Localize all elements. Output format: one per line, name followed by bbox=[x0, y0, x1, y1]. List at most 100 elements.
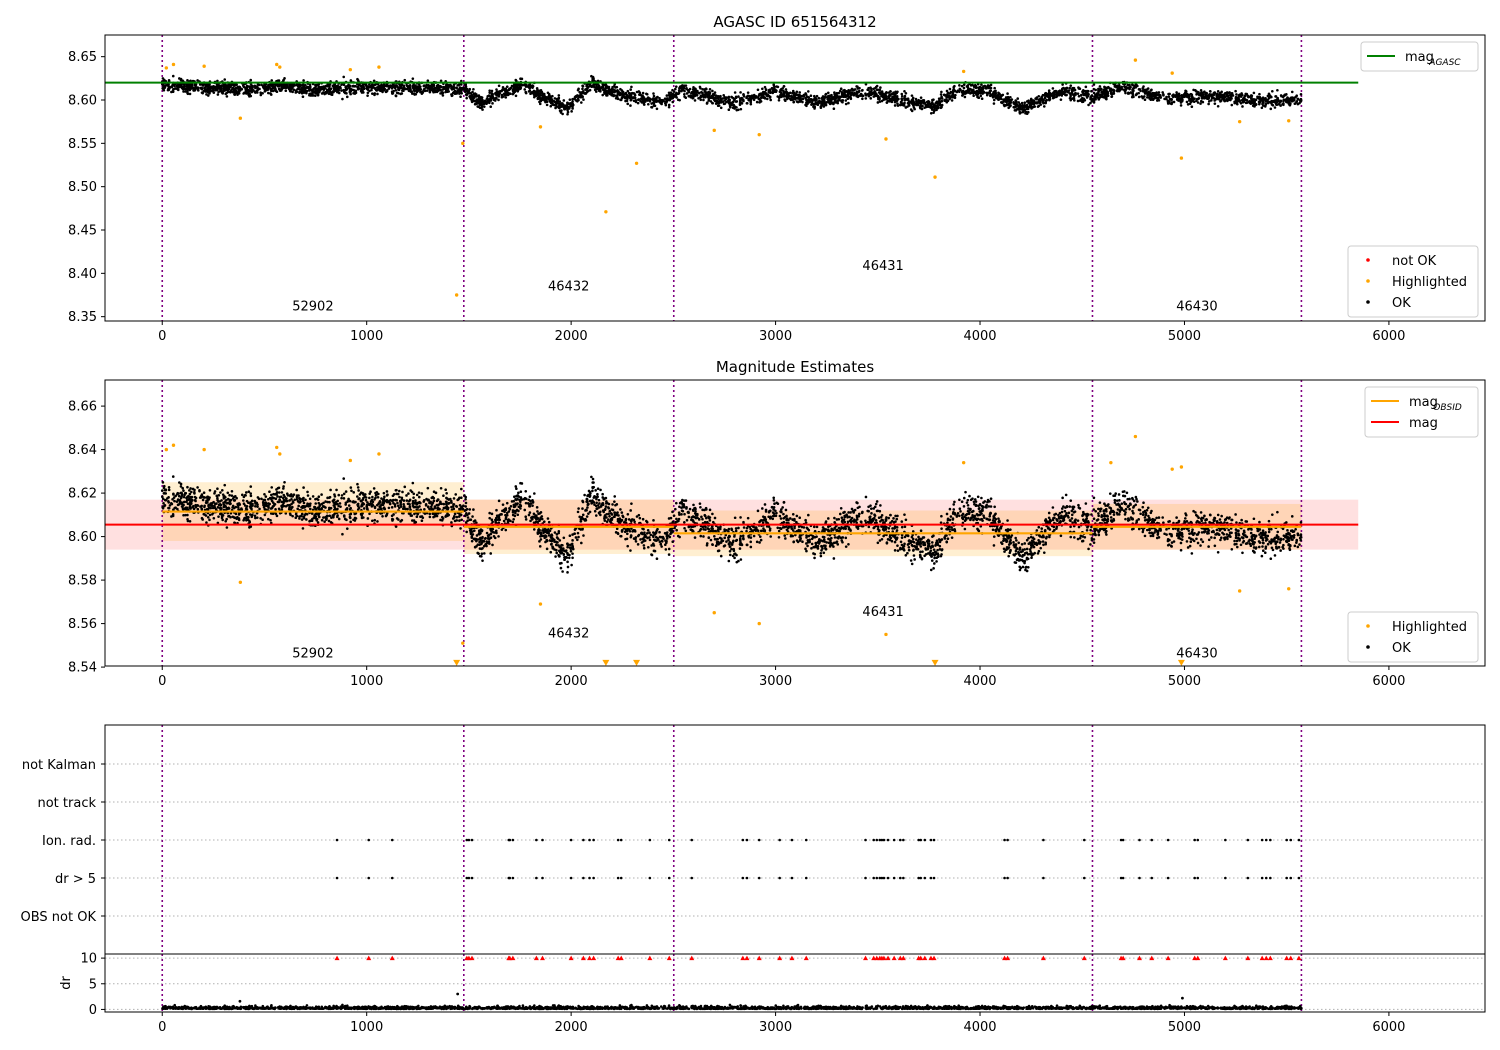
ok-point bbox=[1090, 89, 1093, 93]
ok-point bbox=[201, 91, 205, 95]
ok-point bbox=[406, 87, 409, 91]
ok-point bbox=[1021, 110, 1025, 114]
ok-point bbox=[727, 101, 731, 105]
ok-point bbox=[292, 88, 296, 92]
ok-point bbox=[280, 86, 283, 90]
ok-point bbox=[919, 104, 922, 108]
ok-point bbox=[658, 100, 662, 104]
ok-point bbox=[937, 99, 941, 103]
ok-point bbox=[1206, 95, 1209, 99]
ok-point bbox=[646, 96, 650, 99]
ok-point bbox=[1137, 88, 1141, 91]
ok-point bbox=[1177, 99, 1180, 102]
ok-point bbox=[876, 88, 880, 92]
ok-point bbox=[382, 491, 386, 495]
ok-point bbox=[179, 78, 183, 82]
ok-point bbox=[791, 89, 795, 93]
ok-point bbox=[488, 511, 491, 515]
ok-point bbox=[756, 96, 760, 99]
ok-point bbox=[1007, 106, 1010, 110]
ok-point bbox=[219, 85, 222, 89]
ok-point bbox=[652, 94, 656, 98]
ok-point bbox=[903, 94, 907, 98]
ok-point bbox=[1108, 89, 1112, 93]
ok-point bbox=[472, 92, 476, 96]
ok-point bbox=[328, 88, 332, 92]
ok-point bbox=[938, 103, 942, 107]
ok-point bbox=[1271, 103, 1275, 107]
ok-point bbox=[737, 526, 740, 530]
ok-point bbox=[186, 91, 189, 95]
ok-point bbox=[291, 86, 294, 90]
ok-point bbox=[305, 91, 308, 95]
ok-point bbox=[770, 87, 774, 90]
ok-point bbox=[524, 489, 528, 493]
ok-point bbox=[333, 88, 337, 91]
ok-point bbox=[1287, 101, 1291, 105]
ok-point bbox=[711, 89, 714, 93]
ok-point bbox=[327, 92, 331, 96]
ok-point bbox=[847, 101, 850, 105]
ok-point bbox=[443, 87, 446, 90]
ok-point bbox=[654, 98, 658, 102]
ok-point bbox=[1023, 109, 1026, 112]
ok-point bbox=[179, 83, 183, 86]
ok-point bbox=[1261, 545, 1264, 548]
ok-point bbox=[662, 99, 665, 103]
ok-point bbox=[878, 100, 882, 103]
ok-point bbox=[411, 77, 415, 80]
ok-point bbox=[690, 96, 694, 99]
ok-point bbox=[481, 559, 484, 562]
ok-point bbox=[794, 98, 797, 101]
ok-point bbox=[615, 89, 619, 92]
y-tick-label: 8.50 bbox=[68, 180, 97, 195]
ok-point bbox=[460, 92, 464, 95]
ok-point bbox=[697, 91, 701, 95]
ok-point bbox=[262, 85, 265, 88]
ok-point bbox=[997, 98, 1000, 101]
ok-point bbox=[1167, 95, 1171, 98]
ok-point bbox=[810, 103, 813, 106]
ok-point bbox=[601, 86, 605, 89]
ok-point bbox=[527, 90, 531, 93]
ok-point bbox=[1252, 91, 1256, 95]
ok-point bbox=[1239, 95, 1243, 98]
ok-point bbox=[463, 88, 467, 91]
ok-point bbox=[671, 510, 674, 514]
ok-point bbox=[1143, 88, 1147, 92]
ok-point bbox=[812, 94, 816, 98]
ok-point bbox=[778, 90, 782, 94]
ok-point bbox=[1244, 101, 1248, 105]
ok-point bbox=[970, 88, 974, 92]
ok-point bbox=[742, 99, 745, 103]
ok-point bbox=[1197, 93, 1201, 96]
ok-point bbox=[1137, 95, 1141, 99]
ok-point bbox=[1269, 100, 1272, 104]
ok-point bbox=[669, 95, 672, 99]
ok-point bbox=[1258, 92, 1261, 96]
ok-point bbox=[822, 105, 826, 108]
ok-point bbox=[845, 90, 849, 93]
ok-point bbox=[645, 531, 649, 535]
ok-point bbox=[1143, 95, 1146, 98]
ok-point bbox=[507, 88, 511, 92]
ok-point bbox=[612, 90, 616, 94]
ok-point bbox=[895, 96, 899, 99]
ok-point bbox=[436, 83, 440, 87]
ok-point bbox=[1072, 86, 1075, 90]
ok-point bbox=[1289, 98, 1292, 102]
ok-point bbox=[833, 93, 837, 97]
ok-point bbox=[466, 89, 469, 93]
ok-point bbox=[784, 88, 788, 91]
ok-point bbox=[339, 86, 342, 90]
ok-point bbox=[174, 87, 177, 90]
ok-point bbox=[516, 89, 520, 93]
ok-point bbox=[1241, 105, 1244, 108]
ok-point bbox=[306, 85, 309, 89]
ok-point bbox=[962, 83, 966, 86]
ok-point bbox=[857, 90, 861, 94]
ok-point bbox=[422, 84, 426, 87]
ok-point bbox=[943, 99, 947, 103]
ok-point bbox=[536, 91, 540, 95]
ok-point bbox=[628, 96, 632, 100]
